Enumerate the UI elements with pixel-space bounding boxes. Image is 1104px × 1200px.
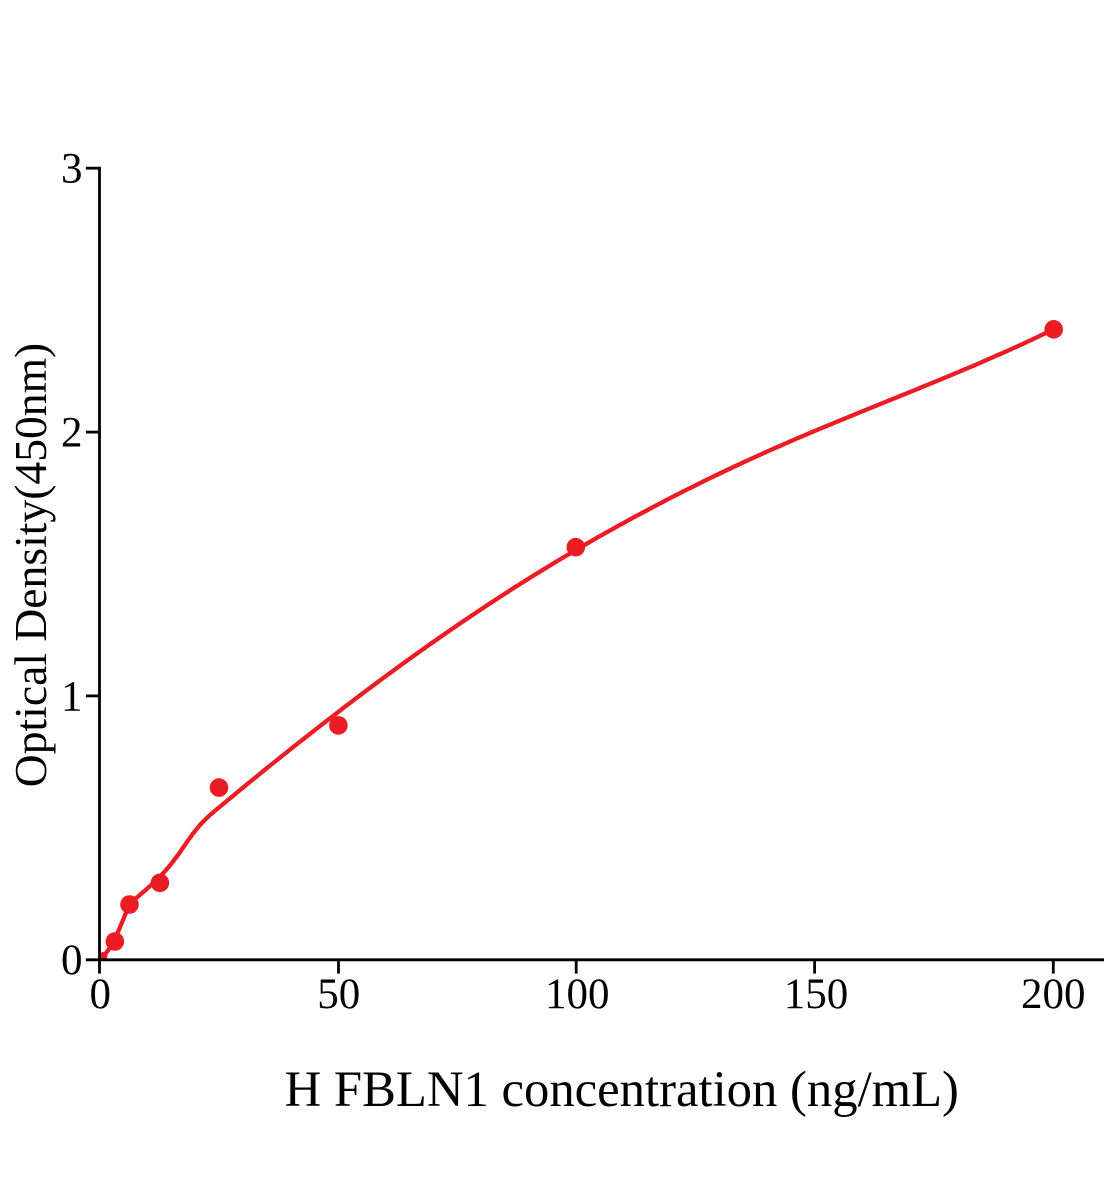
svg-text:100: 100	[545, 971, 610, 1018]
svg-text:1: 1	[61, 673, 83, 720]
svg-text:2: 2	[61, 410, 83, 457]
svg-text:200: 200	[1021, 971, 1086, 1018]
svg-text:Optical Density(450nm): Optical Density(450nm)	[5, 343, 56, 787]
svg-text:0: 0	[61, 937, 83, 984]
svg-text:3: 3	[61, 146, 83, 193]
svg-text:0: 0	[90, 971, 112, 1018]
svg-text:H FBLN1 concentration (ng/mL): H FBLN1 concentration (ng/mL)	[285, 1061, 959, 1117]
svg-text:150: 150	[784, 971, 849, 1018]
svg-text:50: 50	[317, 971, 360, 1018]
